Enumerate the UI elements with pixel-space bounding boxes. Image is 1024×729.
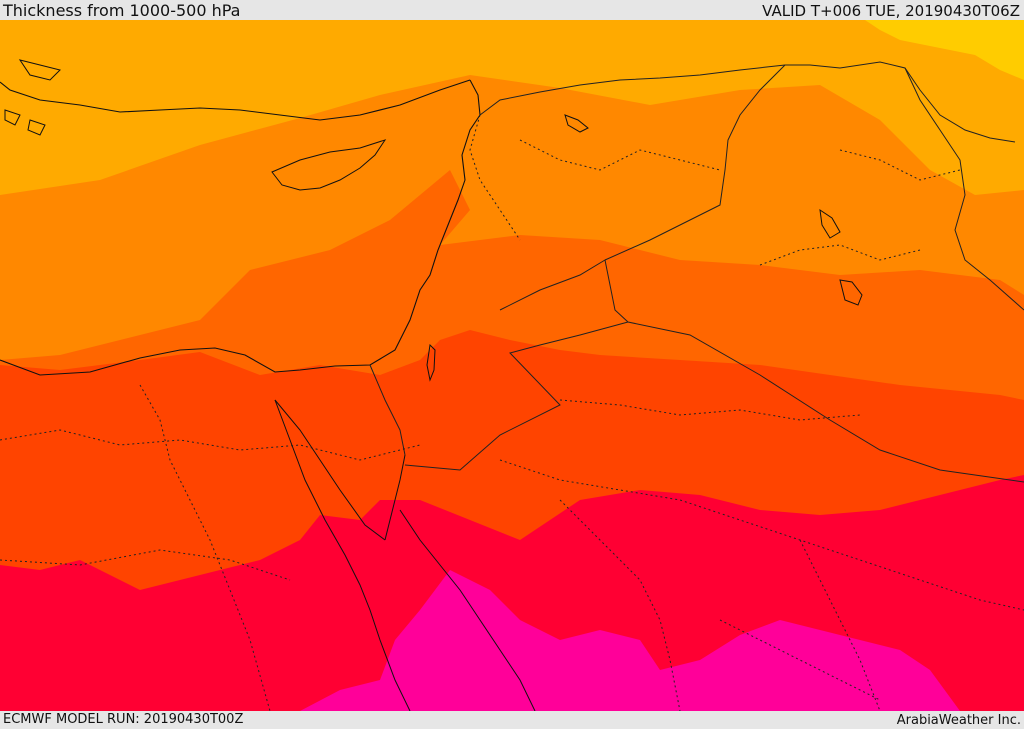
- red-sea-coastline-west: [274, 399, 411, 711]
- turkey-syria-border: [479, 61, 1016, 143]
- egypt-israel-border: [369, 364, 406, 456]
- iraq-iran-border: [904, 67, 1024, 311]
- footer-bar: ECMWF MODEL RUN: 20190430T00Z ArabiaWeat…: [0, 711, 1024, 729]
- model-run: ECMWF MODEL RUN: 20190430T00Z: [3, 712, 244, 727]
- dead-sea: [426, 343, 436, 382]
- turkey-coastline: [0, 79, 471, 121]
- thickness-band-7: [300, 570, 960, 711]
- lake-razazza: [839, 279, 863, 306]
- cyprus-island: [271, 139, 387, 191]
- lake-tharthar: [819, 208, 841, 239]
- jordan-iraq-saudi-border: [499, 259, 1024, 483]
- thickness-band-1: [865, 20, 1024, 80]
- aegean-islands: [4, 59, 61, 136]
- header-bar: Thickness from 1000-500 hPa VALID T+006 …: [0, 0, 1024, 20]
- map-title: Thickness from 1000-500 hPa: [3, 1, 241, 20]
- red-sea-coastline-east: [399, 509, 536, 711]
- syria-iraq-border: [604, 64, 786, 261]
- gulf-of-aqaba: [384, 454, 406, 541]
- admin-boundaries: [0, 114, 1024, 711]
- thickness-map[interactable]: [0, 20, 1024, 711]
- credit: ArabiaWeather Inc.: [896, 713, 1021, 728]
- valid-time: VALID T+006 TUE, 20190430T06Z: [762, 2, 1020, 20]
- gulf-of-suez: [274, 399, 386, 541]
- lake-assad: [564, 114, 589, 133]
- mediterranean-coastline: [0, 79, 481, 376]
- jordan-saudi-border: [404, 321, 629, 471]
